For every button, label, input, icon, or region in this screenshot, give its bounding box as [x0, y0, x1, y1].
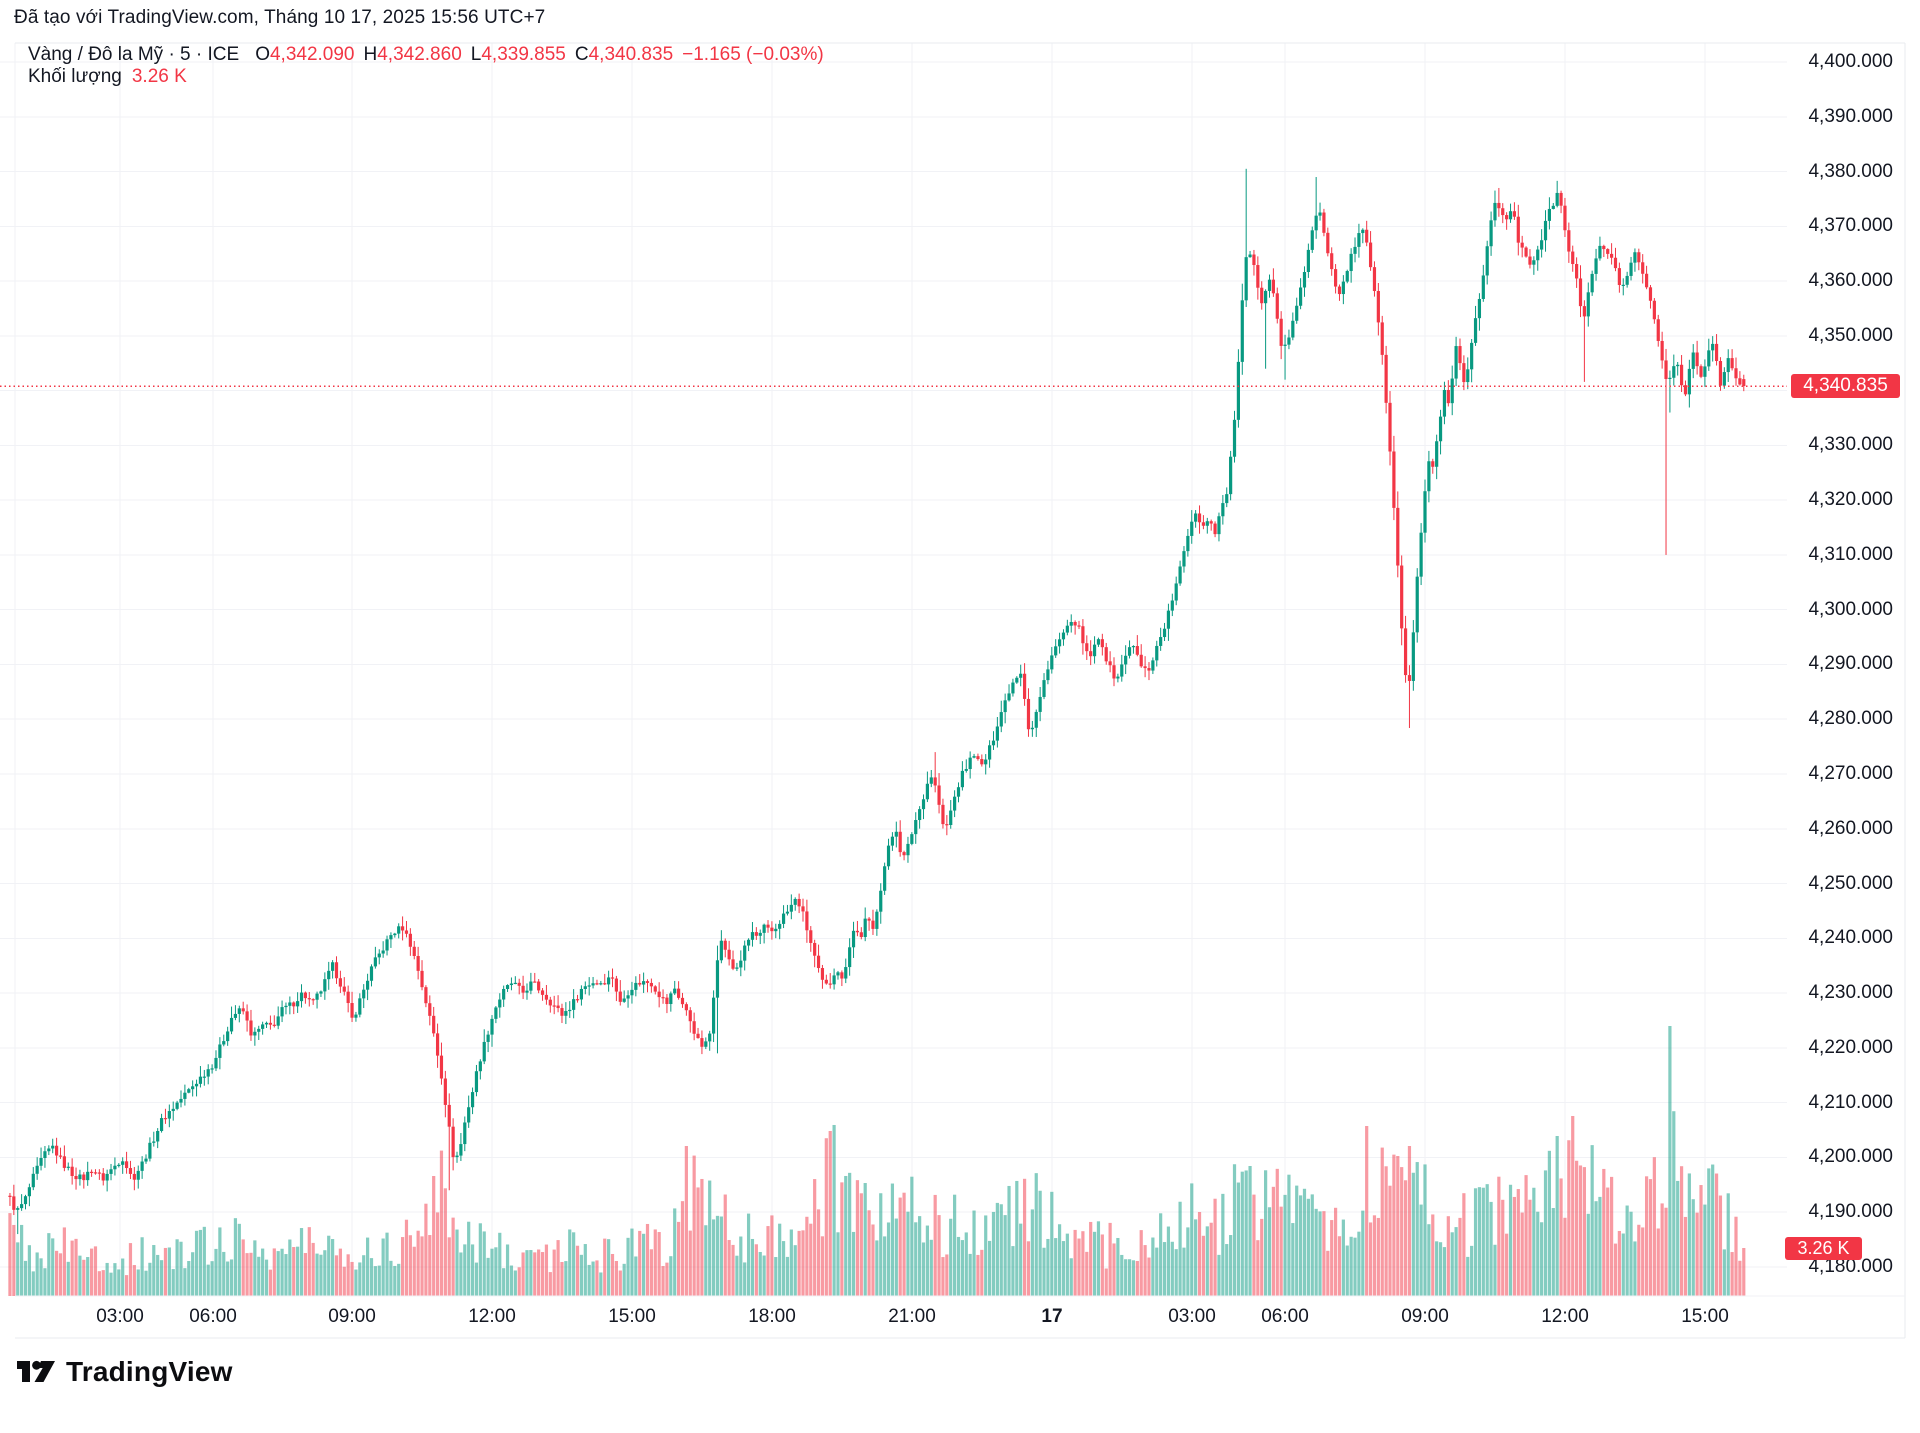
volume-label: Khối lượng [28, 66, 122, 87]
price-axis-label: 4,380.000 [1808, 160, 1893, 182]
price-axis-label: 4,250.000 [1808, 872, 1893, 894]
open-value: 4,342.090 [269, 44, 355, 65]
close-value: 4,340.835 [588, 44, 674, 65]
price-axis-label: 4,320.000 [1808, 489, 1893, 511]
price-axis-label: 4,360.000 [1808, 270, 1893, 292]
tradingview-footer[interactable]: TradingView [16, 1356, 233, 1388]
low-value: 4,339.855 [481, 44, 566, 65]
attribution-text: Đã tạo với TradingView.com, Tháng 10 17,… [14, 7, 546, 28]
price-axis-label: 4,370.000 [1808, 215, 1893, 237]
price-axis-label: 4,230.000 [1808, 982, 1893, 1004]
volume-value: 3.26 K [131, 66, 187, 87]
price-axis-label: 4,300.000 [1808, 598, 1893, 620]
price-axis-label: 4,350.000 [1808, 324, 1893, 346]
legend: Vàng / Đô la Mỹ · 5 · ICE O4,342.090 H4,34… [28, 44, 824, 88]
time-axis-label: 15:00 [1681, 1306, 1729, 1327]
time-axis-label: 06:00 [1261, 1306, 1309, 1327]
close-label: C [574, 44, 589, 65]
price-axis-label: 4,220.000 [1808, 1036, 1893, 1058]
price-axis-label: 4,210.000 [1808, 1091, 1893, 1113]
price-axis-label: 4,240.000 [1808, 927, 1893, 949]
time-axis-label: 03:00 [1168, 1306, 1216, 1327]
time-axis-label: 21:00 [888, 1306, 936, 1327]
price-axis-label: 4,290.000 [1808, 653, 1893, 675]
symbol-title: Vàng / Đô la Mỹ · 5 · ICE [28, 44, 240, 65]
price-axis-label: 4,260.000 [1808, 817, 1893, 839]
price-axis-label: 4,330.000 [1808, 434, 1893, 456]
change-value: −1.165 (−0.03%) [682, 44, 824, 65]
time-axis-label: 09:00 [1401, 1306, 1449, 1327]
tradingview-brand-text: TradingView [66, 1356, 233, 1387]
price-axis-label: 4,180.000 [1808, 1255, 1893, 1277]
price-axis-label: 4,190.000 [1808, 1201, 1893, 1223]
price-axis-label: 4,400.000 [1808, 51, 1893, 72]
time-axis-label: 09:00 [328, 1306, 376, 1327]
time-axis-label: 12:00 [468, 1306, 516, 1327]
price-axis-label: 4,270.000 [1808, 763, 1893, 784]
low-label: L [470, 44, 482, 65]
price-axis-label: 4,310.000 [1808, 543, 1893, 565]
current-volume-badge: 3.26 K [1785, 1237, 1862, 1260]
high-label: H [363, 44, 378, 65]
price-axis-label: 4,280.000 [1808, 708, 1893, 730]
price-axis-label: 4,200.000 [1808, 1146, 1893, 1168]
time-axis-label: 18:00 [748, 1306, 796, 1327]
time-axis-label: 12:00 [1541, 1306, 1589, 1327]
open-label: O [255, 44, 270, 65]
time-axis-label: 17 [1041, 1306, 1063, 1327]
legend-symbol-row: Vàng / Đô la Mỹ · 5 · ICE O4,342.090 H4,34… [28, 44, 824, 65]
current-price-badge: 4,340.835 [1791, 374, 1900, 398]
high-value: 4,342.860 [377, 44, 462, 65]
time-axis-label: 06:00 [189, 1306, 237, 1327]
time-axis-label: 15:00 [608, 1306, 656, 1327]
price-axis-label: 4,390.000 [1808, 105, 1893, 127]
legend-volume-row: Khối lượng 3.26 K [28, 66, 824, 87]
tradingview-logo-icon [16, 1357, 56, 1387]
time-axis-label: 03:00 [96, 1306, 144, 1327]
